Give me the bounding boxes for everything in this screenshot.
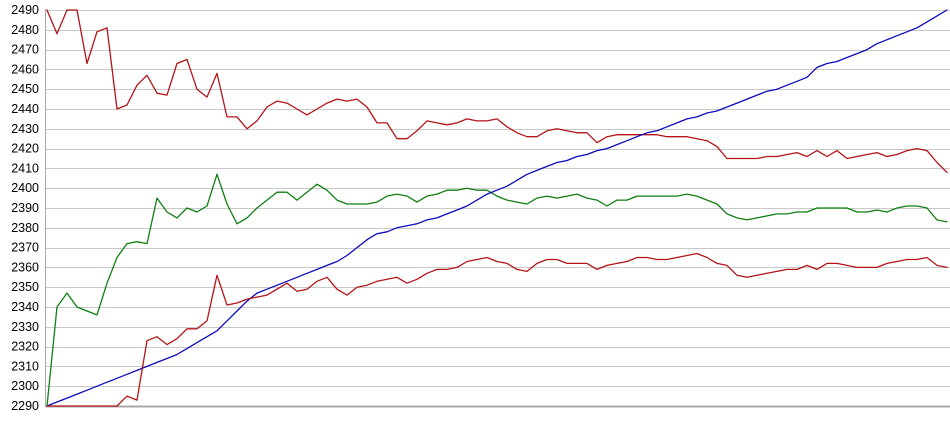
series-lower-red-line (46, 252, 948, 407)
y-axis-label: 2390 (11, 201, 39, 215)
y-axis-label: 2330 (11, 320, 39, 334)
y-axis-label: 2460 (11, 62, 39, 76)
y-axis-label: 2450 (11, 82, 39, 96)
y-axis-label: 2400 (11, 181, 39, 195)
y-axis-label: 2470 (11, 43, 39, 57)
y-axis-label: 2300 (11, 379, 39, 393)
y-axis-label: 2320 (11, 340, 39, 354)
y-axis-label: 2370 (11, 241, 39, 255)
series-upper-red-line (46, 9, 948, 174)
y-axis-label: 2480 (11, 23, 39, 37)
y-axis-label: 2360 (11, 260, 39, 274)
y-axis-label: 2440 (11, 102, 39, 116)
y-axis-label: 2290 (11, 399, 39, 413)
y-axis-label: 2350 (11, 280, 39, 294)
y-axis-label: 2380 (11, 221, 39, 235)
y-axis-label: 2340 (11, 300, 39, 314)
y-axis-label: 2420 (11, 142, 39, 156)
y-axis-label: 2410 (11, 161, 39, 175)
y-axis-label: 2430 (11, 122, 39, 136)
series-green-line (46, 173, 948, 407)
y-axis-label: 2490 (11, 3, 39, 17)
series-blue-line (46, 9, 948, 407)
y-axis-label: 2310 (11, 359, 39, 373)
